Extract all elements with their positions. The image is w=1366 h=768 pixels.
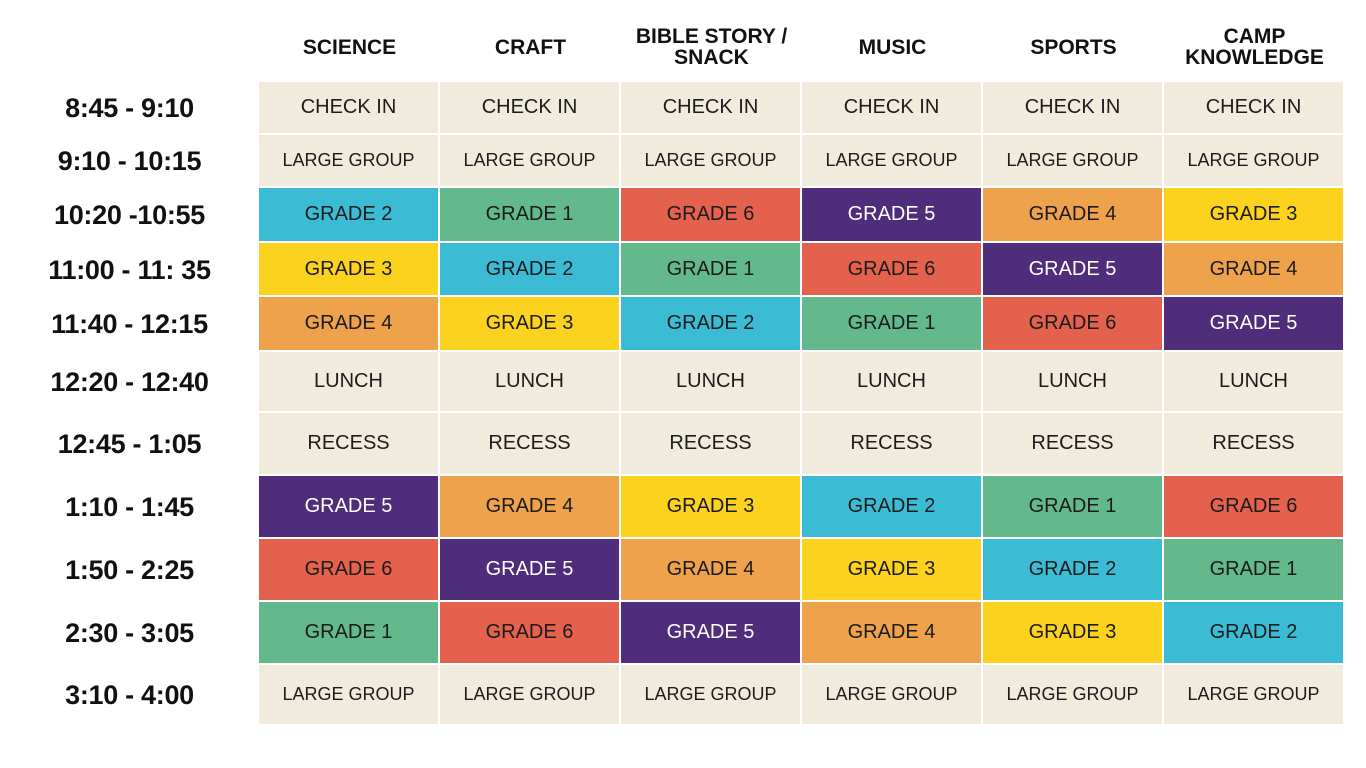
time-slot-label: 12:45 - 1:05 [57,429,202,459]
schedule-cell: CHECK IN [1164,82,1345,135]
column-header-science: SCIENCE [259,0,440,82]
schedule-cell: GRADE 3 [259,243,440,297]
schedule-cell: GRADE 6 [440,602,621,665]
schedule-cell: GRADE 1 [983,476,1164,539]
schedule-cell: RECESS [621,413,802,476]
schedule-cell: LARGE GROUP [802,135,983,188]
schedule-cell: GRADE 2 [259,188,440,243]
schedule-cell: RECESS [983,413,1164,476]
schedule-cell: GRADE 4 [621,539,802,602]
time-slot-label: 8:45 - 9:10 [65,93,194,123]
schedule-cell: LUNCH [621,352,802,413]
column-header-camp-knowledge: CAMP KNOWLEDGE [1164,0,1345,82]
schedule-cell: GRADE 6 [802,243,983,297]
schedule-cell: RECESS [440,413,621,476]
schedule-cell: LARGE GROUP [983,135,1164,188]
schedule-cell: LUNCH [1164,352,1345,413]
schedule-cell: LARGE GROUP [1164,665,1345,726]
schedule-cell: GRADE 4 [802,602,983,665]
schedule-cell: GRADE 1 [802,297,983,352]
schedule-cell: CHECK IN [259,82,440,135]
schedule-cell: GRADE 5 [440,539,621,602]
schedule-cell: LARGE GROUP [621,665,802,726]
schedule-cell: GRADE 1 [621,243,802,297]
column-header-label: BIBLE STORY / SNACK [635,25,788,69]
schedule-cell: GRADE 6 [1164,476,1345,539]
schedule-cell: GRADE 2 [802,476,983,539]
time-slot-label: 9:10 - 10:15 [57,146,202,176]
schedule-cell: GRADE 6 [621,188,802,243]
time-slot-label: 11:40 - 12:15 [51,309,208,339]
schedule-cell: GRADE 4 [440,476,621,539]
schedule-cell: CHECK IN [621,82,802,135]
schedule-cell: LARGE GROUP [259,665,440,726]
schedule-cell: CHECK IN [983,82,1164,135]
schedule-cell: GRADE 4 [259,297,440,352]
schedule-cell: GRADE 4 [1164,243,1345,297]
time-slot-label: 11:00 - 11: 35 [48,254,211,285]
column-header-sports: SPORTS [983,0,1164,82]
schedule-cell: GRADE 3 [1164,188,1345,243]
schedule-cell: GRADE 3 [802,539,983,602]
schedule-cell: GRADE 2 [440,243,621,297]
time-slot-label: 10:20 -10:55 [53,200,205,230]
column-header-label: MUSIC [858,35,927,59]
schedule-cell: LUNCH [440,352,621,413]
schedule-cell: LARGE GROUP [802,665,983,726]
column-header-music: MUSIC [802,0,983,82]
schedule-cell: GRADE 1 [259,602,440,665]
schedule-cell: GRADE 5 [1164,297,1345,352]
schedule-cell: LARGE GROUP [983,665,1164,726]
schedule-cell: GRADE 6 [259,539,440,602]
column-header-bible-story-snack: BIBLE STORY / SNACK [621,0,802,82]
schedule-cell: LUNCH [259,352,440,413]
time-slot-label: 2:30 - 3:05 [65,618,194,648]
schedule-cell: CHECK IN [440,82,621,135]
column-header-craft: CRAFT [440,0,621,82]
schedule-cell: GRADE 1 [1164,539,1345,602]
schedule-cell: GRADE 2 [621,297,802,352]
column-header-label: CAMP KNOWLEDGE [1185,25,1324,69]
schedule-cell: LARGE GROUP [1164,135,1345,188]
schedule-cell: RECESS [259,413,440,476]
schedule-cell: GRADE 2 [983,539,1164,602]
schedule-cell: GRADE 2 [1164,602,1345,665]
time-slot-label: 1:10 - 1:45 [65,492,194,522]
schedule-cell: LUNCH [983,352,1164,413]
schedule-table: SCIENCE CRAFT BIBLE STORY / SNACK MUSIC SPOR… [0,0,1345,726]
corner-blank [0,0,259,82]
column-header-label: CRAFT [494,35,567,59]
schedule-cell: CHECK IN [802,82,983,135]
schedule-cell: GRADE 4 [983,188,1164,243]
schedule-cell: LUNCH [802,352,983,413]
schedule-cell: GRADE 6 [983,297,1164,352]
schedule-cell: GRADE 5 [621,602,802,665]
schedule-cell: GRADE 5 [983,243,1164,297]
schedule-cell: GRADE 5 [259,476,440,539]
column-header-label: SCIENCE [302,35,397,59]
schedule-cell: GRADE 3 [440,297,621,352]
time-slot-label: 3:10 - 4:00 [65,680,194,710]
schedule-cell: GRADE 3 [983,602,1164,665]
schedule-cell: LARGE GROUP [440,135,621,188]
schedule-cell: GRADE 5 [802,188,983,243]
time-slot-label: 1:50 - 2:25 [65,555,194,585]
schedule-cell: LARGE GROUP [621,135,802,188]
schedule-cell: GRADE 1 [440,188,621,243]
schedule-cell: GRADE 3 [621,476,802,539]
schedule-cell: RECESS [802,413,983,476]
schedule-cell: LARGE GROUP [440,665,621,726]
column-header-label: SPORTS [1030,35,1117,59]
time-slot-label: 12:20 - 12:40 [50,367,209,397]
schedule-cell: LARGE GROUP [259,135,440,188]
schedule-cell: RECESS [1164,413,1345,476]
